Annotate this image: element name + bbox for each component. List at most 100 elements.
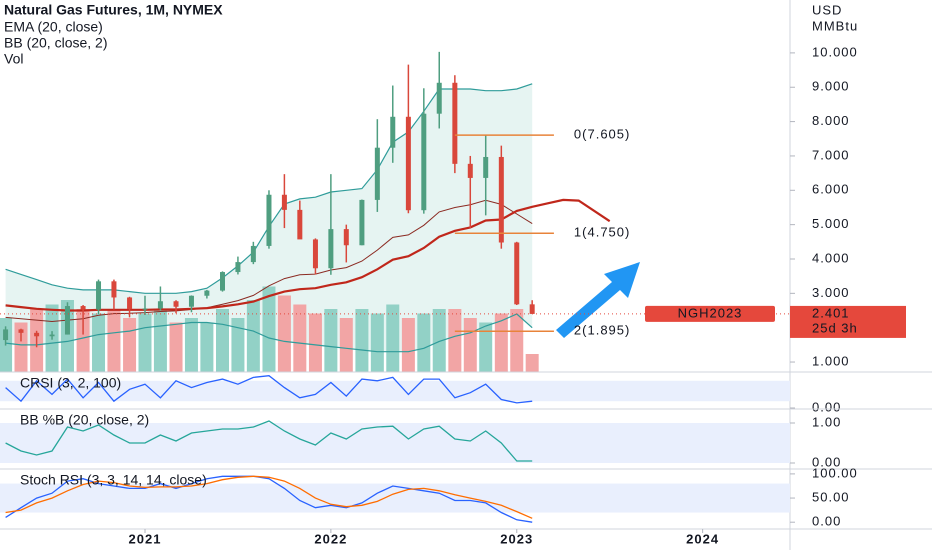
y-tick-label: 7.000 xyxy=(812,147,850,162)
panel-title: CRSI (3, 2, 100) xyxy=(20,375,121,391)
candle-body xyxy=(250,245,256,263)
volume-bar xyxy=(401,318,415,372)
unit-label: MMBtu xyxy=(812,18,858,33)
y-tick-label: 6.000 xyxy=(812,182,850,197)
volume-bar xyxy=(293,304,307,372)
volume-bar xyxy=(262,286,276,372)
volume-bar xyxy=(417,313,431,372)
y-tick-label: 10.000 xyxy=(812,44,858,59)
candle-body xyxy=(49,334,55,337)
volume-bar xyxy=(123,318,137,372)
candle-body xyxy=(312,239,318,269)
candle-body xyxy=(452,82,458,164)
y-tick-label: 8.000 xyxy=(812,113,850,128)
candle-body xyxy=(220,272,226,291)
volume-bar xyxy=(138,313,152,372)
candle-body xyxy=(80,306,86,310)
trend-line xyxy=(5,198,611,312)
y-tick-label: 0.00 xyxy=(812,399,841,414)
volume-bar xyxy=(184,318,198,372)
legend-entry: BB (20, close, 2) xyxy=(4,35,108,51)
volume-bar xyxy=(339,318,353,372)
candle-body xyxy=(235,262,241,273)
candle-body xyxy=(127,297,133,310)
arrow-drawing xyxy=(556,262,640,338)
volume-bar xyxy=(463,318,477,372)
price-tag xyxy=(790,305,906,338)
candle-body xyxy=(405,116,411,211)
bb-lower xyxy=(5,313,533,353)
indicator-line xyxy=(5,375,533,404)
panel-band xyxy=(0,423,790,463)
volume-bar xyxy=(308,313,322,372)
candle-body xyxy=(18,329,24,333)
volume-bar xyxy=(216,309,230,372)
y-tick-label: 5.000 xyxy=(812,216,850,231)
volume-bar xyxy=(432,309,446,372)
candle-body xyxy=(359,199,365,246)
y-tick-label: 1.000 xyxy=(812,353,850,368)
y-tick-label: 9.000 xyxy=(812,79,850,94)
candle-body xyxy=(64,306,70,335)
volume-bar xyxy=(324,309,338,372)
volume-bar xyxy=(169,322,183,372)
candle-body xyxy=(328,229,334,269)
candle-body xyxy=(483,156,489,178)
candle-body xyxy=(374,147,380,200)
currency-label: USD xyxy=(812,2,842,17)
legend-entry: Vol xyxy=(4,51,23,67)
chart-title: Natural Gas Futures, 1M, NYMEX xyxy=(4,2,223,18)
candle-body xyxy=(421,113,427,211)
y-tick-label: 1.00 xyxy=(812,414,841,429)
candle-body xyxy=(529,304,535,314)
fib-label: 0(7.605) xyxy=(574,127,630,142)
y-tick-label: 100.00 xyxy=(812,465,858,480)
ema-line xyxy=(5,199,533,323)
panel-title: Stoch RSI (3, 3, 14, 14, close) xyxy=(20,472,207,488)
y-tick-label: 3.000 xyxy=(812,285,850,300)
volume-bar xyxy=(479,322,493,372)
candle-body xyxy=(297,209,303,240)
volume-bar xyxy=(200,322,214,372)
y-tick-label: 50.00 xyxy=(812,489,850,504)
candle-body xyxy=(34,332,40,337)
volume-bar xyxy=(494,313,508,372)
indicator-line xyxy=(5,420,533,462)
volume-bar xyxy=(60,300,74,372)
volume-bar xyxy=(14,322,28,372)
candle-body xyxy=(498,156,504,243)
x-tick-label: 2022 xyxy=(314,531,347,546)
candle-body xyxy=(343,229,349,246)
volume-bar xyxy=(92,313,106,372)
panel-title: BB %B (20, close, 2) xyxy=(20,412,149,428)
candle-body xyxy=(111,281,117,298)
y-tick-label: 4.000 xyxy=(812,250,850,265)
volume-bar xyxy=(370,313,384,372)
candle-body xyxy=(390,116,396,148)
volume-bar xyxy=(153,309,167,372)
candle-body xyxy=(467,163,473,178)
candle-body xyxy=(188,295,194,307)
y-tick-label: 0.00 xyxy=(812,454,841,469)
volume-bar xyxy=(448,309,462,372)
plot-area xyxy=(0,51,611,372)
symbol-tag xyxy=(645,305,775,322)
candle-body xyxy=(514,242,520,305)
candle-body xyxy=(157,301,163,309)
x-tick-label: 2021 xyxy=(129,531,162,546)
volume-bar xyxy=(246,300,260,372)
symbol-label: NGH2023 xyxy=(678,305,743,320)
legend-entry: EMA (20, close) xyxy=(4,19,103,35)
y-tick-label: 0.00 xyxy=(812,514,841,529)
candle-body xyxy=(96,281,102,310)
x-tick-label: 2023 xyxy=(500,531,533,546)
candle-body xyxy=(3,329,9,341)
candle-body xyxy=(436,82,442,114)
volume-bar xyxy=(525,354,539,372)
x-tick-label: 2024 xyxy=(686,531,719,546)
volume-bar xyxy=(76,309,90,372)
volume-bar xyxy=(277,295,291,372)
volume-bar xyxy=(355,309,369,372)
candle-body xyxy=(142,308,148,310)
